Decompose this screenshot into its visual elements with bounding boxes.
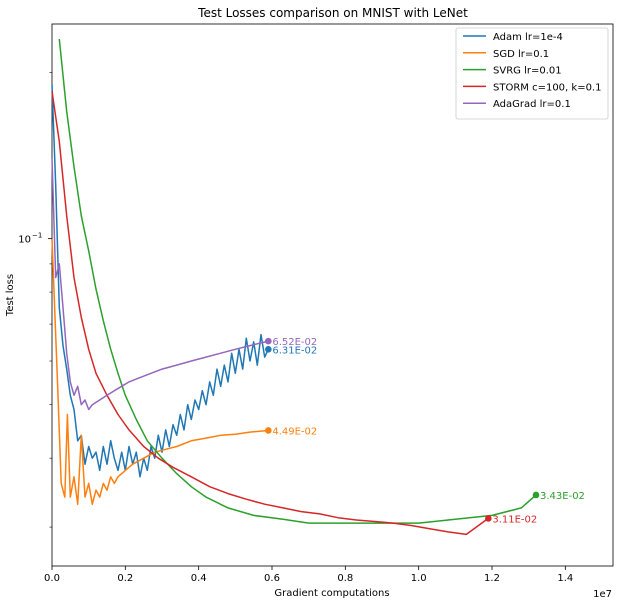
series-line-1 xyxy=(51,238,269,505)
y-axis-label: Test loss xyxy=(5,274,16,317)
y-axis: 10 −1 xyxy=(18,72,52,528)
series-end-marker-2 xyxy=(532,491,540,499)
chart-title: Test Losses comparison on MNIST with LeN… xyxy=(197,6,468,20)
legend-items: Adam lr=1e-4 SGD lr=0.1 SVRG lr=0.01 STORM … xyxy=(463,32,601,110)
legend-label-0: Adam lr=1e-4 xyxy=(493,32,563,43)
series-layer xyxy=(51,39,537,536)
axes-frame xyxy=(51,23,614,567)
legend-label-1: SGD lr=0.1 xyxy=(493,49,549,60)
series-end-marker-3 xyxy=(485,515,492,522)
plot-area: 6.31E-02 4.49E-02 3.43E-02 3.11E-02 6.52E-02 xyxy=(51,23,614,567)
series-line-4 xyxy=(51,158,269,411)
series-end-label-2: 3.43E-02 xyxy=(540,491,585,502)
series-line-3 xyxy=(51,91,489,536)
series-end-label-1: 4.49E-02 xyxy=(272,426,317,437)
x-axis: 0.0 0.2 0.4 0.6 0.8 1.0 1.2 1.4 xyxy=(44,566,573,584)
x-tick-label: 0.0 xyxy=(44,573,60,584)
x-tick-label: 1.4 xyxy=(557,573,573,584)
series-line-0 xyxy=(51,84,269,478)
y-tick-label: 10 xyxy=(18,235,31,246)
series-end-label-3: 3.11E-02 xyxy=(492,514,537,525)
series-line-2 xyxy=(58,39,537,524)
x-tick-label: 0.2 xyxy=(117,573,133,584)
y-tick-exponent: −1 xyxy=(32,232,42,240)
x-scale-label: 1e7 xyxy=(593,589,612,600)
x-tick-label: 0.8 xyxy=(337,573,353,584)
x-axis-label: Gradient computations xyxy=(274,588,389,599)
legend-label-2: SVRG lr=0.01 xyxy=(493,66,562,77)
end-marker-layer: 6.31E-02 4.49E-02 3.43E-02 3.11E-02 6.52E-02 xyxy=(265,337,585,525)
x-tick-label: 0.6 xyxy=(264,573,280,584)
legend: Adam lr=1e-4 SGD lr=0.1 SVRG lr=0.01 STORM … xyxy=(455,27,609,120)
legend-label-4: AdaGrad lr=0.1 xyxy=(493,99,571,110)
series-end-marker-1 xyxy=(265,427,272,434)
series-end-marker-4 xyxy=(265,337,272,345)
x-tick-label: 1.0 xyxy=(411,573,427,584)
series-end-label-4: 6.52E-02 xyxy=(272,337,317,348)
y-tick-base: 10 xyxy=(18,235,31,246)
x-tick-label: 1.2 xyxy=(484,573,500,584)
series-end-marker-0 xyxy=(265,346,272,353)
x-tick-label: 0.4 xyxy=(191,573,207,584)
series-end-label-0: 6.31E-02 xyxy=(272,345,317,356)
legend-label-3: STORM c=100, k=0.1 xyxy=(493,82,601,93)
legend-box xyxy=(455,27,609,120)
